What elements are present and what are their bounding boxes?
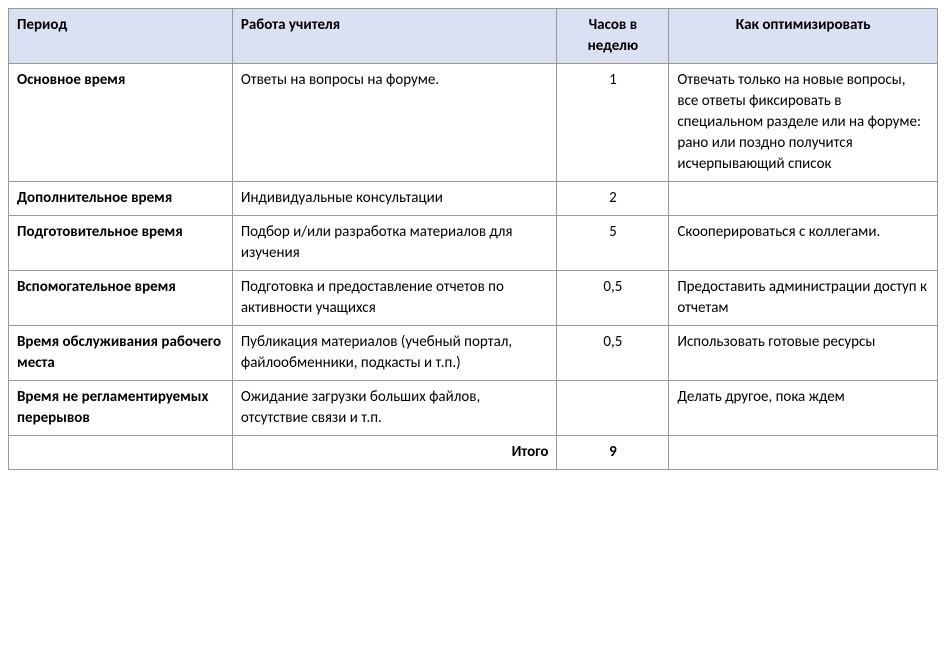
cell-hours <box>557 381 669 436</box>
cell-period: Время не регламентируемых перерывов <box>9 381 233 436</box>
cell-optimize: Использовать готовые ресурсы <box>669 326 938 381</box>
cell-period: Вспомогательное время <box>9 271 233 326</box>
cell-empty <box>669 436 938 470</box>
cell-task: Подготовка и предоставление отчетов по а… <box>232 271 557 326</box>
cell-hours: 5 <box>557 216 669 271</box>
header-optimize: Как оптимизировать <box>669 9 938 64</box>
header-hours: Часов в неделю <box>557 9 669 64</box>
teacher-workload-table: Период Работа учителя Часов в неделю Как… <box>8 8 938 470</box>
cell-hours: 1 <box>557 64 669 182</box>
cell-period: Подготовительное время <box>9 216 233 271</box>
cell-optimize: Скооперироваться с коллегами. <box>669 216 938 271</box>
table-row: Подготовительное время Подбор и/или разр… <box>9 216 938 271</box>
header-period: Период <box>9 9 233 64</box>
cell-optimize: Отвечать только на новые вопросы, все от… <box>669 64 938 182</box>
cell-optimize <box>669 182 938 216</box>
table-row: Основное время Ответы на вопросы на фору… <box>9 64 938 182</box>
cell-hours: 0,5 <box>557 271 669 326</box>
cell-period: Время обслуживания рабочего места <box>9 326 233 381</box>
header-task: Работа учителя <box>232 9 557 64</box>
table-row: Вспомогательное время Подготовка и предо… <box>9 271 938 326</box>
cell-optimize: Предоставить администрации доступ к отче… <box>669 271 938 326</box>
cell-task: Индивидуальные консультации <box>232 182 557 216</box>
table-row: Дополнительное время Индивидуальные конс… <box>9 182 938 216</box>
cell-optimize: Делать другое, пока ждем <box>669 381 938 436</box>
table-total-row: Итого 9 <box>9 436 938 470</box>
cell-task: Подбор и/или разработка материалов для и… <box>232 216 557 271</box>
table-header-row: Период Работа учителя Часов в неделю Как… <box>9 9 938 64</box>
cell-empty <box>9 436 233 470</box>
cell-period: Дополнительное время <box>9 182 233 216</box>
cell-period: Основное время <box>9 64 233 182</box>
table-row: Время не регламентируемых перерывов Ожид… <box>9 381 938 436</box>
cell-hours: 2 <box>557 182 669 216</box>
cell-hours: 0,5 <box>557 326 669 381</box>
cell-total-hours: 9 <box>557 436 669 470</box>
cell-task: Ответы на вопросы на форуме. <box>232 64 557 182</box>
cell-task: Публикация материалов (учебный портал, ф… <box>232 326 557 381</box>
table-row: Время обслуживания рабочего места Публик… <box>9 326 938 381</box>
cell-task: Ожидание загрузки больших файлов, отсутс… <box>232 381 557 436</box>
cell-total-label: Итого <box>232 436 557 470</box>
